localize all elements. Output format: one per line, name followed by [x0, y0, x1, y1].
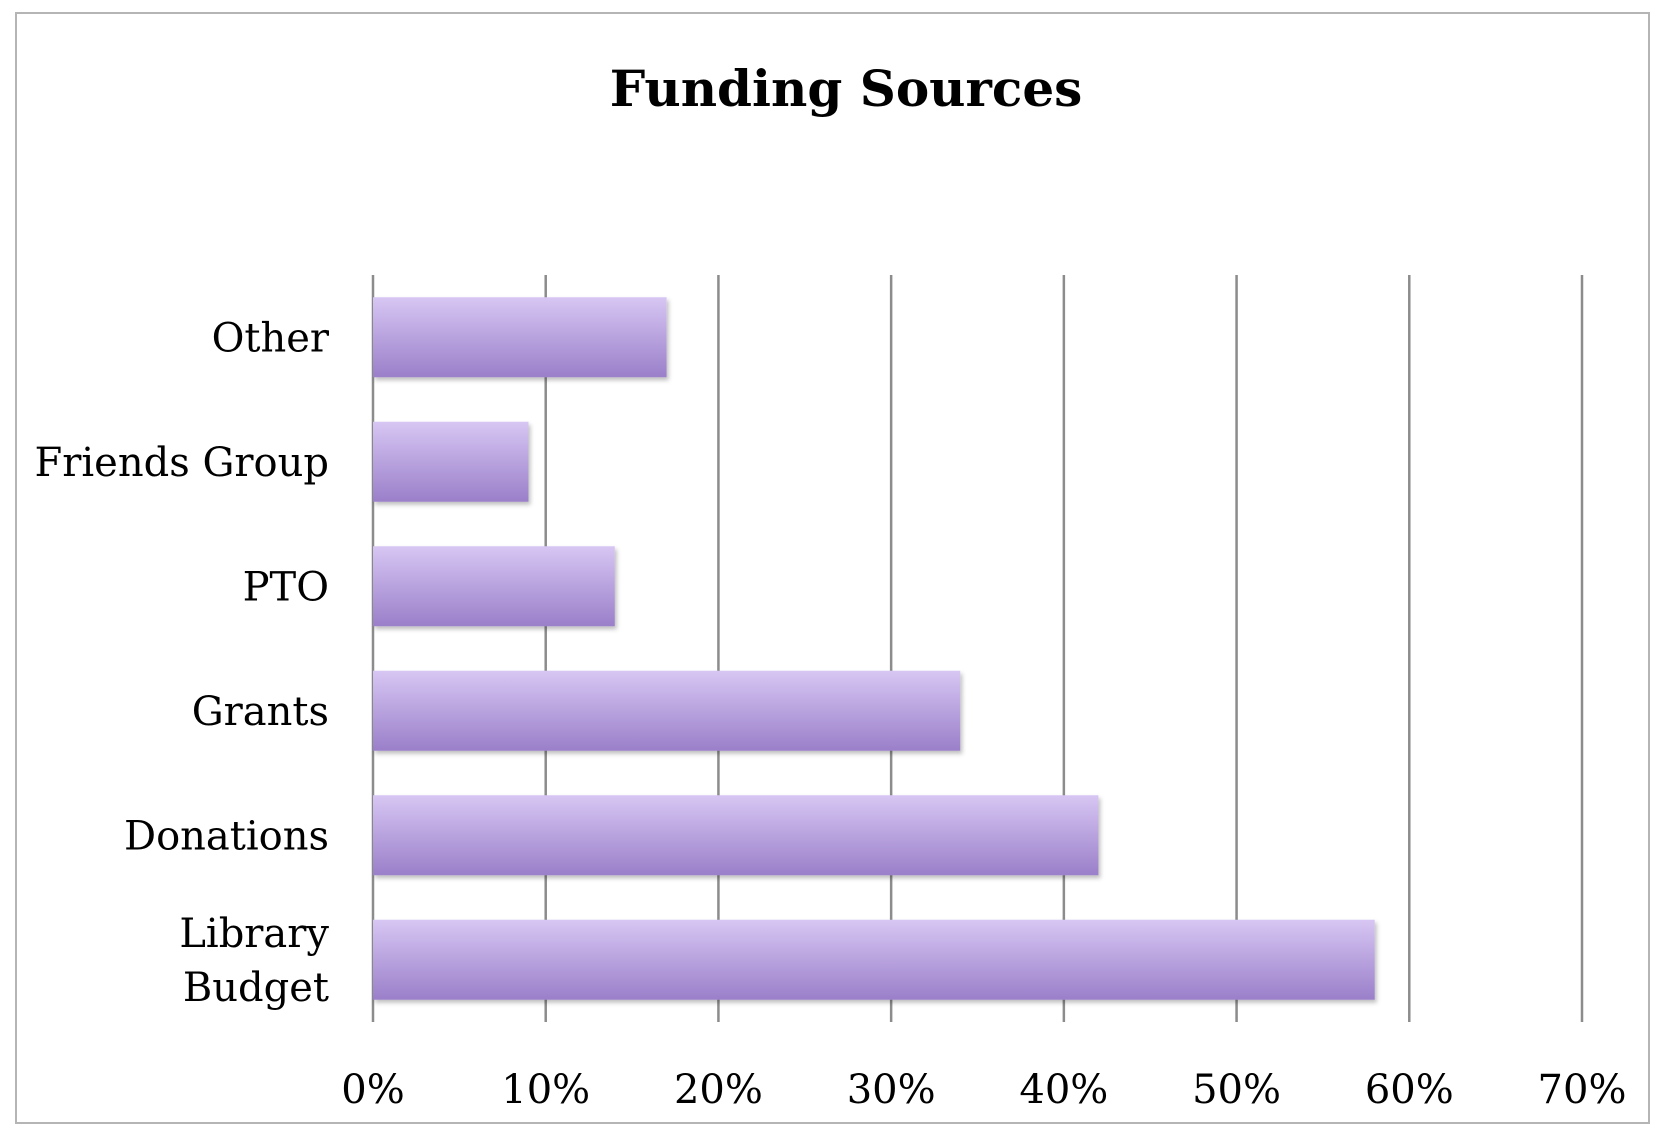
x-tick-label: 10% [501, 1067, 590, 1113]
x-tick-label: 60% [1365, 1067, 1454, 1113]
x-tick-label: 40% [1019, 1067, 1108, 1113]
bar [373, 795, 1099, 876]
x-tick-label: 20% [674, 1067, 763, 1113]
bar [373, 919, 1375, 1000]
bar [373, 421, 529, 502]
bar [373, 670, 961, 751]
chart-title: Funding Sources [610, 59, 1083, 118]
category-label: Other [212, 315, 330, 361]
category-label: Donations [124, 813, 329, 859]
x-tick-label: 50% [1192, 1067, 1281, 1113]
category-label: Grants [192, 689, 329, 735]
category-label: Library [179, 911, 329, 957]
bar [373, 297, 667, 378]
category-label: Budget [183, 965, 329, 1011]
category-label: PTO [243, 564, 329, 610]
x-tick-label: 30% [847, 1067, 936, 1113]
x-tick-label: 0% [341, 1067, 404, 1113]
bar [373, 546, 615, 627]
x-tick-label: 70% [1538, 1067, 1627, 1113]
category-label: Friends Group [35, 440, 329, 486]
